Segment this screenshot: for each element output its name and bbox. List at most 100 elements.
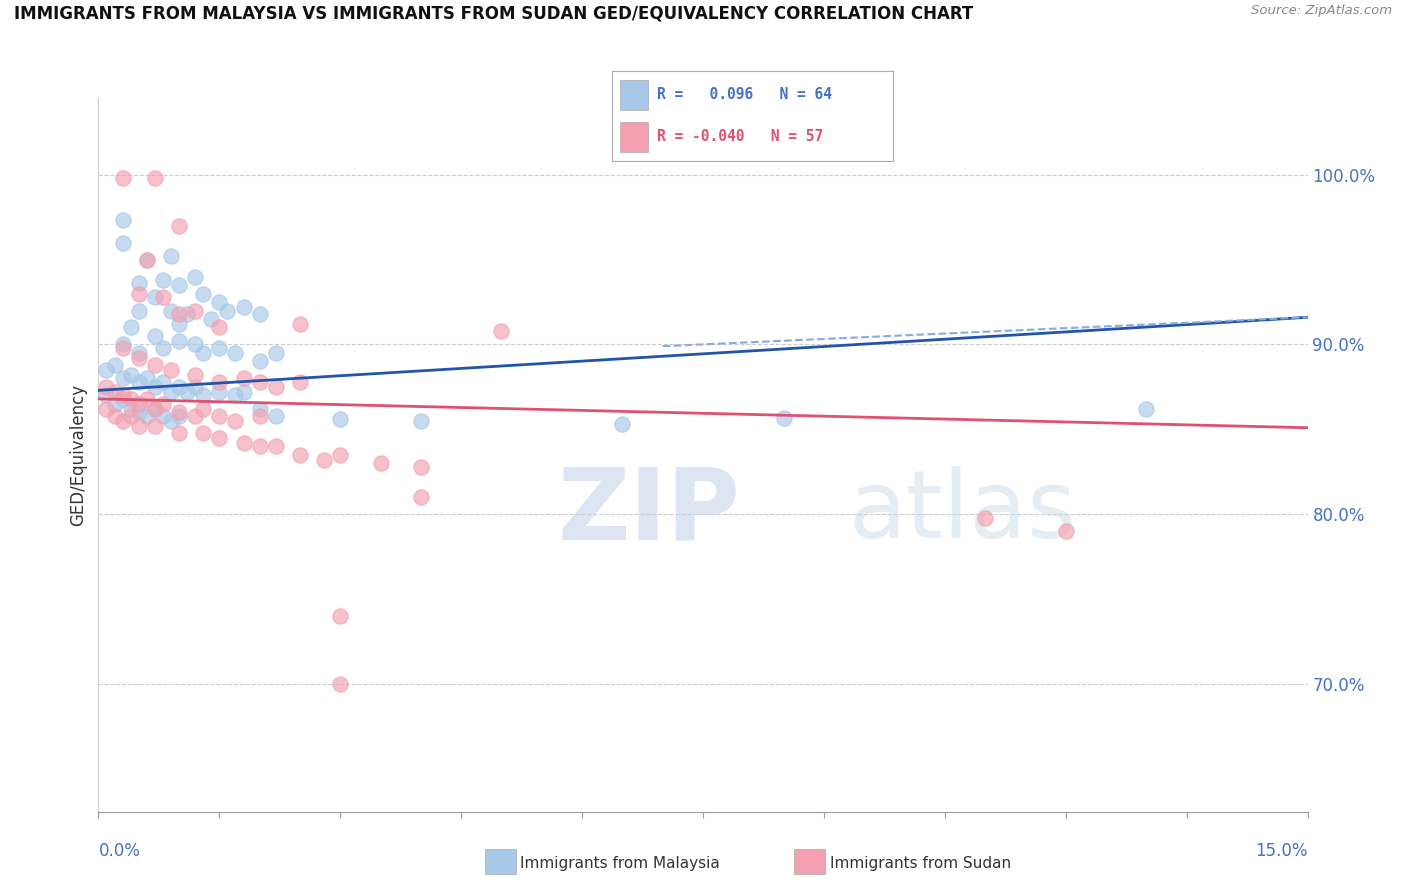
Text: IMMIGRANTS FROM MALAYSIA VS IMMIGRANTS FROM SUDAN GED/EQUIVALENCY CORRELATION CH: IMMIGRANTS FROM MALAYSIA VS IMMIGRANTS F… bbox=[14, 4, 973, 22]
Point bbox=[288, 448, 311, 462]
Point bbox=[152, 273, 174, 287]
Point bbox=[264, 380, 287, 394]
Point bbox=[329, 448, 352, 462]
Point bbox=[288, 375, 311, 389]
Point bbox=[193, 388, 215, 402]
Point bbox=[772, 410, 794, 425]
Point bbox=[160, 303, 183, 318]
Point bbox=[160, 414, 183, 428]
Point bbox=[208, 375, 231, 389]
Point bbox=[103, 385, 125, 400]
Point bbox=[152, 290, 174, 304]
Point bbox=[120, 409, 142, 423]
Point bbox=[143, 402, 166, 417]
Point bbox=[143, 402, 166, 417]
Point bbox=[184, 380, 207, 394]
Point bbox=[135, 392, 157, 406]
Point bbox=[193, 402, 215, 417]
Point bbox=[176, 385, 198, 400]
Point bbox=[208, 295, 231, 310]
Point bbox=[160, 385, 183, 400]
Text: 0.0%: 0.0% bbox=[98, 842, 141, 860]
FancyBboxPatch shape bbox=[620, 122, 648, 152]
Point bbox=[409, 459, 432, 474]
Point bbox=[264, 346, 287, 360]
Text: Immigrants from Malaysia: Immigrants from Malaysia bbox=[520, 856, 720, 871]
Point bbox=[96, 402, 118, 417]
Point bbox=[1135, 402, 1157, 417]
Point bbox=[167, 278, 190, 293]
Point bbox=[120, 320, 142, 334]
Point bbox=[143, 290, 166, 304]
Point bbox=[1054, 524, 1077, 539]
Point bbox=[249, 375, 271, 389]
Point bbox=[612, 417, 634, 432]
Point bbox=[128, 351, 150, 365]
Point bbox=[200, 312, 222, 326]
Point bbox=[288, 317, 311, 331]
Point bbox=[111, 341, 134, 355]
Point bbox=[193, 286, 215, 301]
Point bbox=[224, 346, 246, 360]
Point bbox=[249, 439, 271, 453]
Point bbox=[193, 425, 215, 440]
Point bbox=[96, 388, 118, 402]
Point bbox=[143, 380, 166, 394]
Point bbox=[167, 405, 190, 419]
Point bbox=[491, 324, 513, 338]
Point bbox=[974, 510, 997, 524]
Point bbox=[128, 375, 150, 389]
Point bbox=[264, 439, 287, 453]
Point bbox=[111, 337, 134, 351]
Point bbox=[103, 397, 125, 411]
Text: 15.0%: 15.0% bbox=[1256, 842, 1308, 860]
Point bbox=[409, 491, 432, 505]
Point bbox=[152, 397, 174, 411]
Point bbox=[143, 329, 166, 343]
Point bbox=[208, 385, 231, 400]
Point bbox=[152, 341, 174, 355]
Text: atlas: atlas bbox=[848, 466, 1077, 558]
Point bbox=[143, 358, 166, 372]
Point bbox=[96, 363, 118, 377]
Point bbox=[208, 409, 231, 423]
Point bbox=[184, 269, 207, 284]
Point bbox=[160, 249, 183, 263]
Point bbox=[128, 277, 150, 291]
Point bbox=[111, 388, 134, 402]
Point bbox=[208, 320, 231, 334]
Point bbox=[135, 371, 157, 385]
Point bbox=[184, 337, 207, 351]
Point bbox=[128, 286, 150, 301]
Point bbox=[208, 431, 231, 445]
Point bbox=[184, 368, 207, 382]
Point bbox=[128, 303, 150, 318]
Point bbox=[135, 252, 157, 267]
Point bbox=[232, 300, 254, 314]
Point bbox=[143, 171, 166, 186]
Point bbox=[224, 414, 246, 428]
Point bbox=[167, 317, 190, 331]
Text: ZIP: ZIP bbox=[558, 464, 741, 560]
Point bbox=[167, 219, 190, 233]
Point bbox=[143, 419, 166, 434]
Point bbox=[111, 213, 134, 227]
Point bbox=[370, 457, 392, 471]
Point bbox=[224, 388, 246, 402]
Y-axis label: GED/Equivalency: GED/Equivalency bbox=[69, 384, 87, 526]
FancyBboxPatch shape bbox=[620, 80, 648, 110]
Point bbox=[135, 252, 157, 267]
Point bbox=[111, 414, 134, 428]
Point bbox=[329, 609, 352, 624]
Point bbox=[232, 371, 254, 385]
Point bbox=[264, 409, 287, 423]
Point bbox=[167, 425, 190, 440]
Point bbox=[184, 303, 207, 318]
Point bbox=[249, 307, 271, 321]
Point bbox=[167, 409, 190, 423]
Text: Immigrants from Sudan: Immigrants from Sudan bbox=[830, 856, 1011, 871]
Point bbox=[111, 392, 134, 406]
Text: R = -0.040   N = 57: R = -0.040 N = 57 bbox=[657, 129, 823, 145]
Point bbox=[120, 368, 142, 382]
Point bbox=[103, 358, 125, 372]
